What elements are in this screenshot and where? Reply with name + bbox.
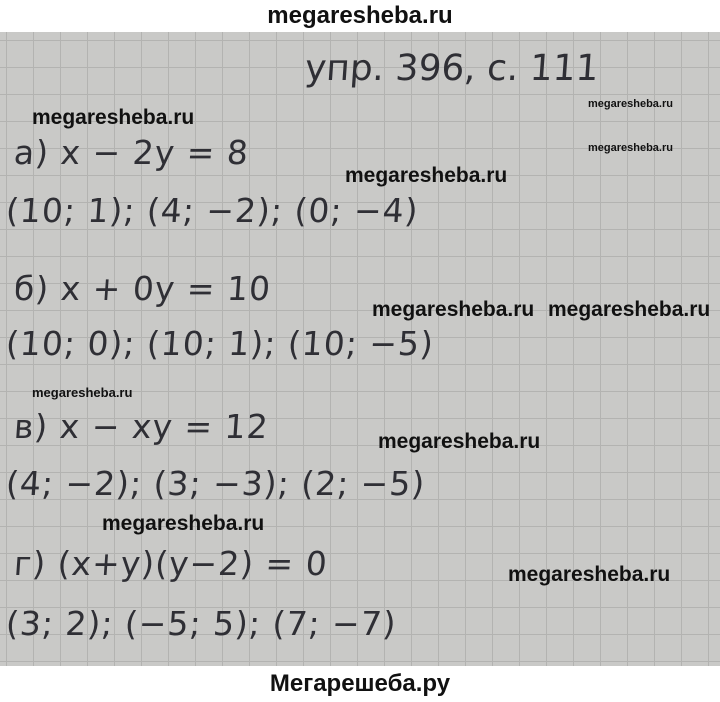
watermark: megaresheba.ru [32,106,195,129]
watermark: megaresheba.ru [548,298,711,321]
answers-b: (10; 0); (10; 1); (10; −5) [4,324,436,363]
watermark: megaresheba.ru [32,385,133,400]
answers-a: (10; 1); (4; −2); (0; −4) [4,191,420,230]
watermark: megaresheba.ru [102,512,265,535]
equation-v: в) x − xy = 12 [12,407,271,446]
equation-a: а) x − 2y = 8 [12,133,251,172]
site-footer: Мегарешеба.ру [269,670,451,697]
site-header: megaresheba.ru [267,2,453,29]
equation-b: б) x + 0y = 10 [12,269,273,308]
homework-photo: упр. 396, с. 111 а) x − 2y = 8 (10; 1); … [0,32,720,666]
watermark: megaresheba.ru [588,142,673,154]
answers-g: (3; 2); (−5; 5); (7; −7) [4,604,398,643]
exercise-title: упр. 396, с. 111 [303,48,601,89]
watermark: megaresheba.ru [345,164,508,187]
watermark: megaresheba.ru [372,298,535,321]
answers-v: (4; −2); (3; −3); (2; −5) [4,464,427,503]
watermark: megaresheba.ru [378,430,541,453]
equation-g: г) (x+y)(y−2) = 0 [12,544,330,583]
watermark: megaresheba.ru [508,563,671,586]
watermark: megaresheba.ru [588,98,673,110]
